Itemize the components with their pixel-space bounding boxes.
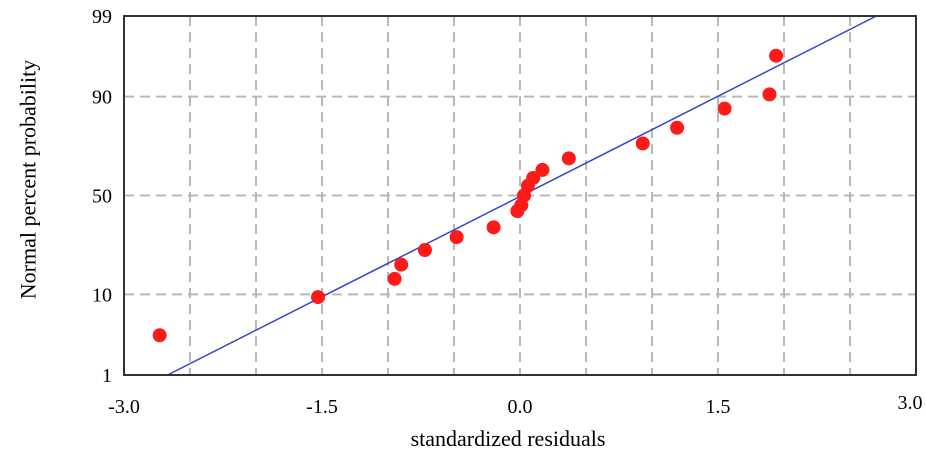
y-tick-label: 50 xyxy=(92,186,112,208)
x-tick-labels: -3.0 -1.5 0.0 1.5 3.0 xyxy=(108,392,922,418)
data-point xyxy=(717,101,732,116)
x-tick-label: 1.5 xyxy=(706,396,731,418)
y-tick-label: 90 xyxy=(92,87,112,109)
data-point xyxy=(394,257,409,272)
data-point xyxy=(561,151,576,166)
data-point xyxy=(762,87,777,102)
y-tick-labels: 1 10 50 90 99 xyxy=(92,6,112,387)
x-axis-title: standardized residuals xyxy=(411,426,606,451)
data-point xyxy=(670,120,685,135)
data-point xyxy=(535,162,550,177)
x-tick-label: 0.0 xyxy=(508,396,533,418)
y-tick-label: 99 xyxy=(92,6,112,28)
grid xyxy=(124,16,916,375)
data-point xyxy=(769,48,784,63)
data-point xyxy=(311,290,326,305)
y-tick-label: 1 xyxy=(102,365,112,387)
data-point xyxy=(417,242,432,257)
y-axis-title: Normal percent probability xyxy=(16,60,41,299)
data-point xyxy=(635,136,650,151)
data-points xyxy=(152,48,784,343)
data-point xyxy=(486,220,501,235)
data-point xyxy=(387,271,402,286)
data-point xyxy=(449,230,464,245)
data-point xyxy=(526,170,541,185)
data-point xyxy=(152,328,167,343)
plot-frame xyxy=(123,15,917,376)
x-tick-label: 3.0 xyxy=(898,392,923,414)
y-tick-label: 10 xyxy=(92,284,112,306)
x-tick-label: -3.0 xyxy=(108,396,140,418)
x-tick-label: -1.5 xyxy=(306,396,338,418)
